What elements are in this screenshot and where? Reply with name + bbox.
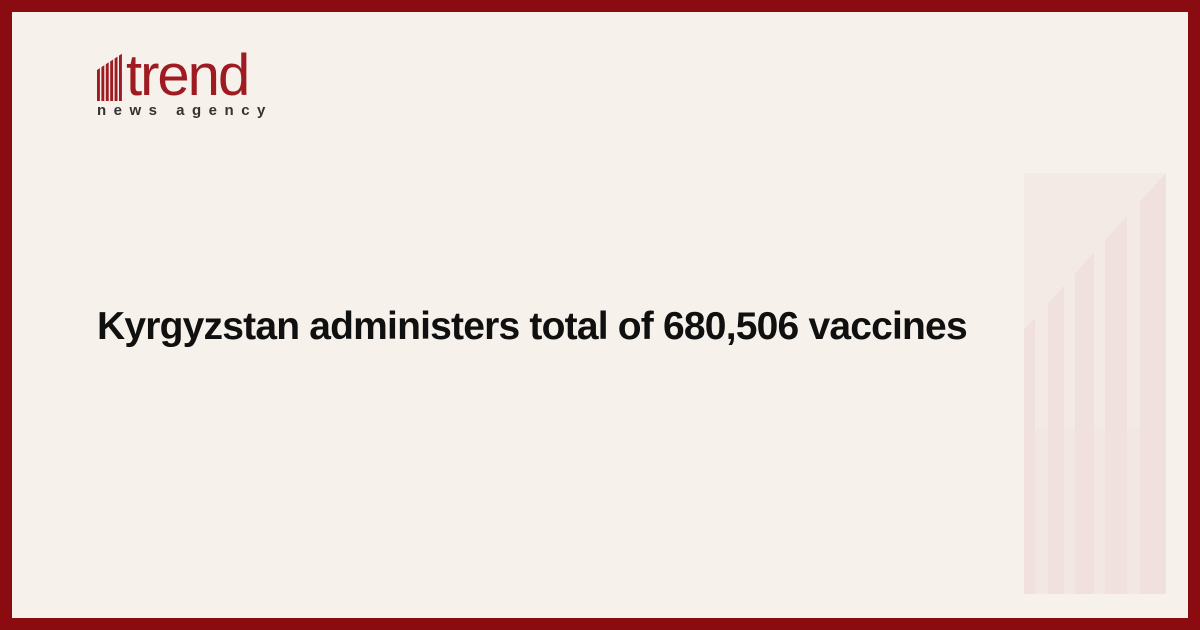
ascending-bars-watermark-icon [1024, 173, 1166, 594]
brand-name: trend [126, 43, 250, 108]
ascending-bars-icon [97, 53, 122, 101]
headline: Kyrgyzstan administers total of 680,506 … [97, 305, 968, 348]
brand-tagline: news agency [97, 102, 273, 119]
